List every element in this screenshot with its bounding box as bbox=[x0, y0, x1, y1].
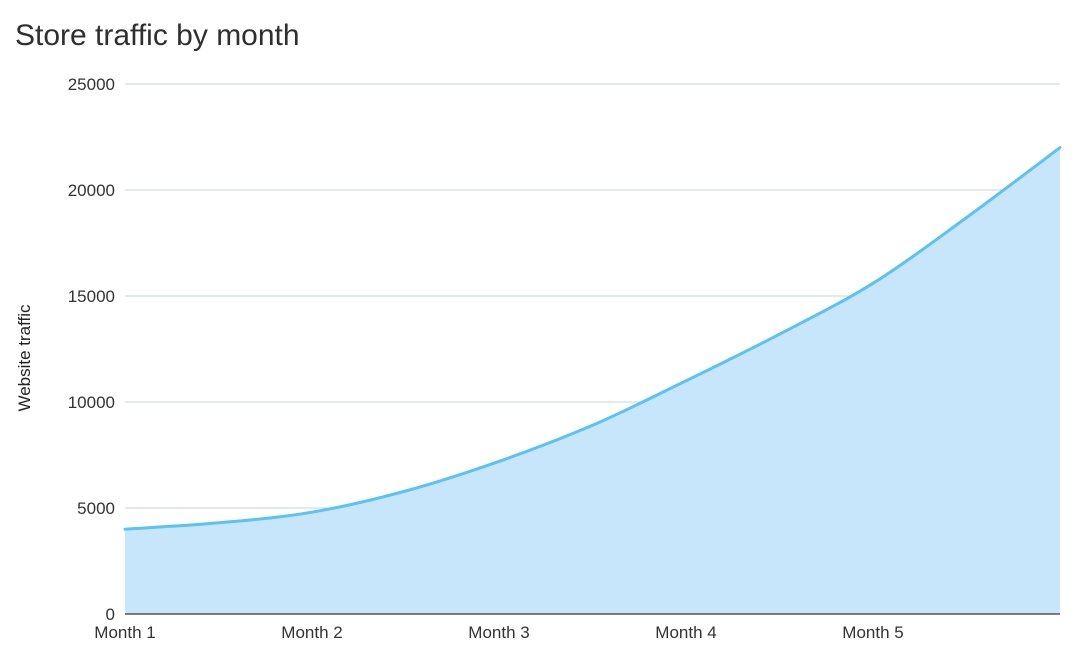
y-tick-labels: 0 5000 10000 15000 20000 25000 bbox=[68, 75, 115, 624]
x-tick-label: Month 4 bbox=[655, 623, 716, 642]
y-axis-label: Website traffic bbox=[15, 304, 34, 412]
y-tick-label: 20000 bbox=[68, 181, 115, 200]
x-tick-label: Month 1 bbox=[94, 623, 155, 642]
chart-title: Store traffic by month bbox=[15, 19, 300, 52]
area-fill bbox=[125, 147, 1060, 614]
y-tick-label: 10000 bbox=[68, 393, 115, 412]
x-tick-label: Month 5 bbox=[842, 623, 903, 642]
x-tick-label: Month 3 bbox=[468, 623, 529, 642]
x-tick-label: Month 2 bbox=[281, 623, 342, 642]
y-tick-label: 15000 bbox=[68, 287, 115, 306]
y-tick-label: 0 bbox=[106, 605, 115, 624]
x-tick-labels: Month 1 Month 2 Month 3 Month 4 Month 5 bbox=[94, 623, 903, 642]
y-tick-label: 25000 bbox=[68, 75, 115, 94]
y-tick-label: 5000 bbox=[77, 499, 115, 518]
series-line bbox=[123, 146, 1062, 531]
